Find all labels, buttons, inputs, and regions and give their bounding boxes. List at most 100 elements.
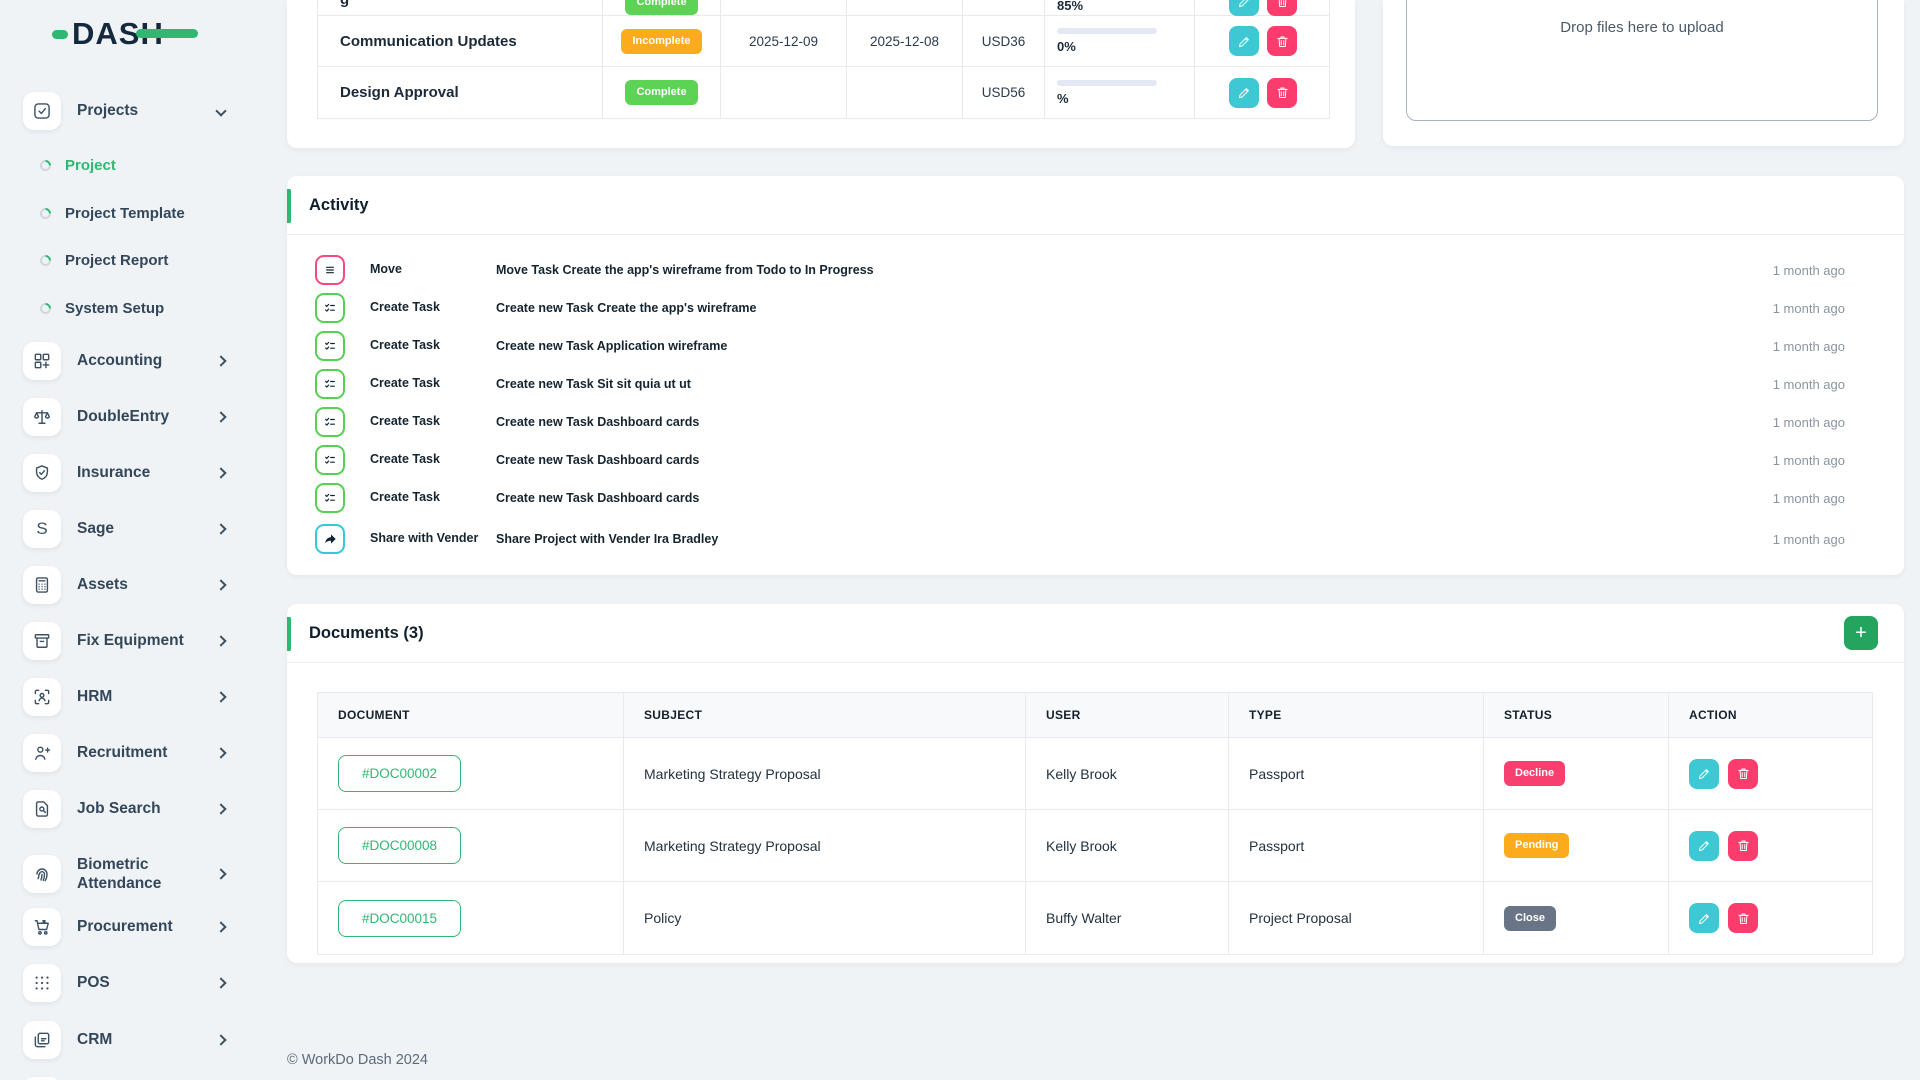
- document-user: Buffy Walter: [1026, 882, 1229, 954]
- task-checklist-icon: [315, 293, 345, 323]
- sidebar-subitem-project-report[interactable]: Project Report: [37, 248, 168, 272]
- chevron-right-icon: [215, 803, 227, 815]
- move-icon: [315, 255, 345, 285]
- task-checklist-icon: [315, 445, 345, 475]
- sidebar-item-assets[interactable]: Assets: [23, 566, 257, 604]
- progress-value: %: [1057, 90, 1069, 106]
- file-dropzone[interactable]: Drop files here to upload: [1406, 0, 1878, 121]
- chevron-right-icon: [215, 411, 227, 423]
- task-name: g: [318, 0, 603, 16]
- documents-card: Documents (3) + DOCUMENT SUBJECT USER TY…: [287, 604, 1904, 963]
- sidebar-item-fix-equipment[interactable]: Fix Equipment: [23, 622, 257, 660]
- delete-task-button[interactable]: [1267, 77, 1297, 108]
- sidebar-subitem-project[interactable]: Project: [37, 153, 116, 177]
- status-badge: Close: [1504, 905, 1556, 931]
- sidebar-item-biometric-attendance[interactable]: Biometric Attendance: [23, 846, 257, 902]
- activity-card: Activity Move Move Task Create the app's…: [287, 176, 1904, 575]
- chevron-right-icon: [215, 355, 227, 367]
- section-accent-bar: [287, 189, 291, 223]
- sidebar-item-procurement[interactable]: Procurement: [23, 908, 257, 946]
- edit-task-button[interactable]: [1229, 0, 1259, 16]
- share-icon: [315, 524, 345, 554]
- sidebar-item-job-search[interactable]: Job Search: [23, 790, 257, 828]
- activity-time: 1 month ago: [1772, 262, 1845, 278]
- tasks-table: g Complete 85% Communication Updates Inc…: [317, 0, 1330, 119]
- app-logo[interactable]: DASH: [52, 16, 198, 52]
- task-start-date: [721, 67, 847, 118]
- archive-box-icon: [23, 622, 61, 660]
- sidebar-item-crm[interactable]: CRM: [23, 1021, 257, 1059]
- activity-item: Create Task Create new Task Dashboard ca…: [315, 403, 1845, 441]
- document-id-link[interactable]: #DOC00002: [338, 755, 462, 792]
- shopping-cart-icon: [23, 908, 61, 946]
- sidebar-item-label: Accounting: [77, 352, 163, 370]
- col-header-action: ACTION: [1689, 708, 1737, 722]
- edit-document-button[interactable]: [1689, 903, 1719, 933]
- task-checklist-icon: [315, 331, 345, 361]
- sidebar: DASH Projects Project Project Template P…: [0, 0, 257, 1080]
- edit-document-button[interactable]: [1689, 830, 1719, 861]
- dropzone-text: Drop files here to upload: [1560, 19, 1724, 36]
- sidebar-item-sage[interactable]: S Sage: [23, 510, 257, 548]
- delete-task-button[interactable]: [1267, 0, 1297, 16]
- sidebar-item-hrm[interactable]: HRM: [23, 678, 257, 716]
- sidebar-item-recruitment[interactable]: Recruitment: [23, 734, 257, 772]
- task-end-date: [847, 67, 963, 118]
- sidebar-item-projects[interactable]: Projects: [23, 92, 257, 130]
- delete-document-button[interactable]: [1728, 758, 1758, 789]
- activity-list: Move Move Task Create the app's wirefram…: [287, 235, 1904, 561]
- documents-header: Documents (3) +: [287, 604, 1904, 663]
- task-start-date: 2025-12-09: [721, 16, 847, 66]
- sidebar-item-partial[interactable]: [23, 1077, 257, 1080]
- sage-s-icon: S: [23, 510, 61, 548]
- status-badge: Complete: [625, 80, 698, 105]
- delete-document-button[interactable]: [1728, 903, 1758, 933]
- edit-task-button[interactable]: [1229, 77, 1259, 108]
- logo-bar-icon: [135, 29, 198, 38]
- sidebar-subitem-project-template[interactable]: Project Template: [37, 201, 185, 225]
- progress-bar: [1057, 79, 1157, 86]
- calculator-icon: [23, 566, 61, 604]
- activity-action: Create Task: [370, 490, 440, 505]
- add-document-button[interactable]: +: [1844, 616, 1878, 650]
- sidebar-item-doubleentry[interactable]: DoubleEntry: [23, 398, 257, 436]
- logo-dash-icon: [52, 29, 68, 39]
- delete-document-button[interactable]: [1728, 830, 1758, 861]
- document-user: Kelly Brook: [1026, 738, 1229, 809]
- section-accent-bar: [287, 617, 291, 651]
- status-badge: Incomplete: [621, 28, 702, 54]
- activity-action: Create Task: [370, 452, 440, 467]
- document-type: Passport: [1229, 738, 1484, 809]
- document-row: #DOC00002 Marketing Strategy Proposal Ke…: [318, 738, 1872, 810]
- chevron-right-icon: [215, 523, 227, 535]
- task-row: Design Approval Complete USD56 %: [318, 67, 1329, 118]
- document-id-link[interactable]: #DOC00015: [338, 899, 462, 937]
- edit-document-button[interactable]: [1689, 758, 1719, 789]
- sidebar-item-insurance[interactable]: Insurance: [23, 454, 257, 492]
- edit-task-button[interactable]: [1229, 26, 1259, 56]
- activity-action: Move: [370, 262, 402, 277]
- activity-action: Create Task: [370, 414, 440, 429]
- document-subject: Marketing Strategy Proposal: [624, 810, 1026, 881]
- activity-action: Create Task: [370, 300, 440, 315]
- tasks-card: g Complete 85% Communication Updates Inc…: [287, 0, 1355, 148]
- task-checklist-icon: [315, 369, 345, 399]
- user-plus-icon: [23, 734, 61, 772]
- sidebar-item-label: DoubleEntry: [77, 408, 170, 426]
- activity-action: Create Task: [370, 338, 440, 353]
- activity-description: Create new Task Dashboard cards: [496, 491, 700, 505]
- activity-description: Move Task Create the app's wireframe fro…: [496, 263, 874, 277]
- delete-task-button[interactable]: [1267, 26, 1297, 56]
- user-scan-icon: [23, 678, 61, 716]
- sidebar-subitem-label: Project: [65, 156, 116, 174]
- documents-table: DOCUMENT SUBJECT USER TYPE STATUS ACTION…: [317, 692, 1873, 955]
- loader-circle-icon: [37, 205, 54, 221]
- sidebar-item-label: Fix Equipment: [77, 632, 184, 650]
- status-badge: Complete: [625, 0, 698, 15]
- sidebar-item-accounting[interactable]: Accounting: [23, 342, 257, 380]
- sidebar-item-pos[interactable]: POS: [23, 964, 257, 1002]
- sidebar-subitem-system-setup[interactable]: System Setup: [37, 296, 164, 320]
- document-id-link[interactable]: #DOC00008: [338, 827, 462, 864]
- activity-description: Share Project with Vender Ira Bradley: [496, 532, 719, 546]
